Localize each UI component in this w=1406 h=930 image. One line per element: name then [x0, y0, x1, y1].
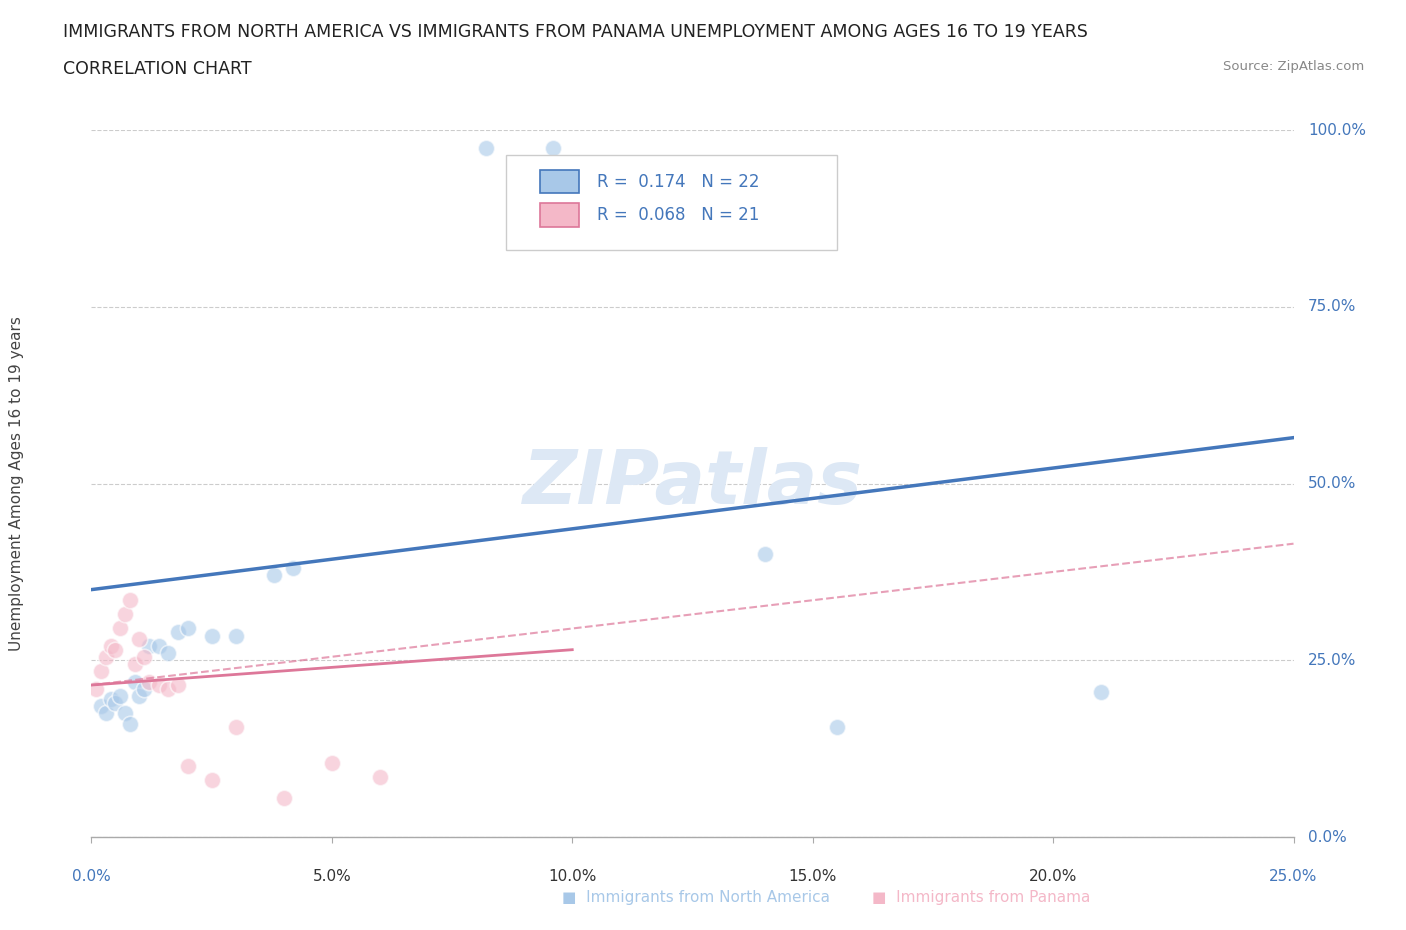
- Point: [201, 628, 224, 643]
- Text: Unemployment Among Ages 16 to 19 years: Unemployment Among Ages 16 to 19 years: [10, 316, 24, 651]
- Point: [541, 140, 564, 155]
- Point: [176, 621, 198, 636]
- Point: [110, 621, 132, 636]
- Point: [138, 674, 160, 689]
- Point: [825, 720, 848, 735]
- Point: [118, 592, 141, 607]
- Point: [94, 706, 117, 721]
- Point: [118, 716, 141, 731]
- Point: [90, 663, 112, 678]
- Text: 0.0%: 0.0%: [1308, 830, 1347, 844]
- Point: [134, 681, 156, 696]
- Text: ZIPatlas: ZIPatlas: [523, 447, 862, 520]
- Text: 5.0%: 5.0%: [312, 869, 352, 883]
- Point: [134, 649, 156, 664]
- Text: 0.0%: 0.0%: [72, 869, 111, 883]
- Point: [1090, 684, 1112, 699]
- Text: R =  0.068   N = 21: R = 0.068 N = 21: [598, 206, 759, 224]
- Point: [368, 769, 391, 784]
- Point: [104, 643, 127, 658]
- Point: [128, 631, 150, 646]
- Point: [321, 755, 343, 770]
- Point: [273, 790, 295, 805]
- Point: [94, 649, 117, 664]
- Text: 75.0%: 75.0%: [1308, 299, 1357, 314]
- Point: [114, 607, 136, 622]
- Text: Source: ZipAtlas.com: Source: ZipAtlas.com: [1223, 60, 1364, 73]
- Text: 25.0%: 25.0%: [1308, 653, 1357, 668]
- Point: [176, 759, 198, 774]
- Point: [90, 698, 112, 713]
- Point: [474, 140, 496, 155]
- Text: ■  Immigrants from Panama: ■ Immigrants from Panama: [872, 890, 1090, 905]
- Point: [157, 645, 180, 660]
- Text: R =  0.174   N = 22: R = 0.174 N = 22: [598, 173, 761, 191]
- Text: ■  Immigrants from North America: ■ Immigrants from North America: [562, 890, 831, 905]
- FancyBboxPatch shape: [540, 204, 579, 227]
- Point: [754, 547, 776, 562]
- Text: 100.0%: 100.0%: [1308, 123, 1367, 138]
- Point: [148, 678, 170, 693]
- Point: [124, 674, 146, 689]
- Point: [138, 639, 160, 654]
- Text: CORRELATION CHART: CORRELATION CHART: [63, 60, 252, 78]
- Text: 50.0%: 50.0%: [1308, 476, 1357, 491]
- Point: [157, 681, 180, 696]
- Point: [167, 625, 190, 640]
- Point: [124, 657, 146, 671]
- Text: IMMIGRANTS FROM NORTH AMERICA VS IMMIGRANTS FROM PANAMA UNEMPLOYMENT AMONG AGES : IMMIGRANTS FROM NORTH AMERICA VS IMMIGRA…: [63, 23, 1088, 41]
- Point: [110, 688, 132, 703]
- Point: [167, 678, 190, 693]
- Point: [263, 568, 285, 583]
- Point: [104, 696, 127, 711]
- Point: [84, 681, 107, 696]
- Point: [225, 720, 247, 735]
- Point: [128, 688, 150, 703]
- Point: [283, 561, 305, 576]
- Point: [114, 706, 136, 721]
- FancyBboxPatch shape: [540, 170, 579, 193]
- Point: [225, 628, 247, 643]
- Point: [100, 692, 122, 707]
- Point: [148, 639, 170, 654]
- FancyBboxPatch shape: [506, 155, 837, 250]
- Text: 20.0%: 20.0%: [1029, 869, 1077, 883]
- Text: 25.0%: 25.0%: [1270, 869, 1317, 883]
- Point: [201, 773, 224, 788]
- Text: 15.0%: 15.0%: [789, 869, 837, 883]
- Text: 10.0%: 10.0%: [548, 869, 596, 883]
- Point: [100, 639, 122, 654]
